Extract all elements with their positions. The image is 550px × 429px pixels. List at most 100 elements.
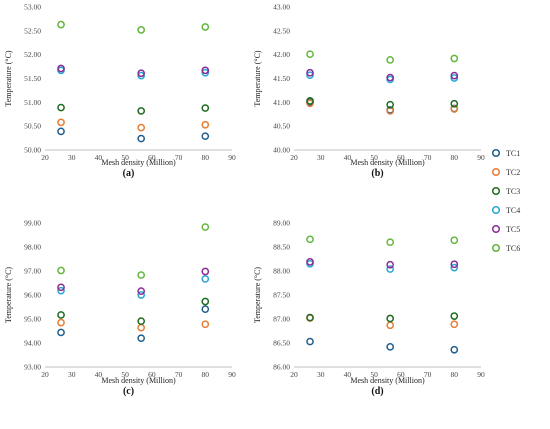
data-point-tc6 [137,26,146,34]
data-point-tc1 [137,334,146,343]
y-axis-title: Temperature (°C) [253,267,262,324]
x-tick-label: 70 [424,370,432,379]
data-point-tc1 [57,127,65,136]
legend-marker-tc3 [491,186,501,196]
data-point-tc3 [450,99,459,108]
data-point-tc5 [306,258,314,266]
x-tick-label: 30 [68,370,76,379]
data-point-tc2 [450,105,459,113]
x-tick-label: 40 [95,370,103,379]
y-tick-label: 87.00 [273,315,290,324]
data-point-tc3 [386,314,395,323]
y-tick-label: 98.00 [24,243,41,252]
data-point-tc3 [306,97,314,105]
data-point-tc1 [201,132,210,141]
x-tick-label: 60 [148,370,156,379]
y-tick-label: 40.50 [273,122,290,131]
x-tick-label: 50 [370,370,378,379]
y-tick-label: 42.00 [273,50,290,59]
data-point-tc4 [450,74,459,82]
data-point-tc2 [57,118,65,127]
legend: TC1 TC2 TC3 TC4 TC5 TC6 [491,148,520,253]
data-point-tc1 [57,328,65,337]
data-point-tc1 [306,337,314,346]
y-tick-label: 41.00 [273,98,290,107]
x-tick-label: 60 [397,153,405,162]
x-tick-label: 20 [290,370,298,379]
y-tick-label: 51.50 [24,74,41,83]
x-tick-label: 20 [41,153,49,162]
legend-marker-tc6 [491,243,501,253]
data-point-tc6 [306,50,314,59]
data-point-tc3 [137,317,146,326]
y-tick-label: 86.00 [273,363,290,372]
x-tick-label: 40 [344,153,352,162]
y-tick-label: 93.00 [24,363,41,372]
y-axis-title: Temperature (°C) [4,50,13,107]
data-point-tc3 [137,107,146,115]
panel-label: (d) [371,386,383,397]
x-tick-label: 90 [477,370,485,379]
data-point-tc6 [201,23,210,31]
panel-1: 20 30 40 50 60 70 80 90 40.00 40.50 41.00 41.50 42.0… [253,3,485,180]
x-tick-label: 70 [175,370,183,379]
x-tick-label: 60 [397,370,405,379]
data-point-tc2 [201,120,210,129]
y-tick-label: 89.00 [273,219,290,228]
data-point-tc4 [57,286,65,295]
data-point-tc5 [450,260,459,269]
data-point-tc4 [450,263,459,272]
data-point-tc3 [450,312,459,320]
x-tick-label: 50 [370,153,378,162]
y-tick-label: 97.00 [24,267,41,276]
panel-3: 20 30 40 50 60 70 80 90 86.00 86.50 87.00 87.50 88.0… [253,219,485,398]
x-tick-label: 90 [228,370,236,379]
legend-marker-tc2 [491,167,501,177]
legend-marker-tc4 [491,205,501,215]
x-tick-label: 40 [95,153,103,162]
legend-marker-tc5 [491,224,501,234]
x-tick-label: 30 [317,370,325,379]
data-point-tc5 [201,267,210,276]
panel-label: (b) [371,168,383,179]
y-tick-label: 52.50 [24,26,41,35]
y-axis-title: Temperature (°C) [253,50,262,107]
y-tick-label: 99.00 [24,219,41,228]
legend-label-tc2: TC2 [506,168,520,177]
x-axis-title: Mesh density (Million) [101,376,176,385]
data-point-tc5 [450,71,459,80]
data-point-tc2 [137,123,146,132]
data-point-tc2 [137,323,146,332]
y-tick-label: 52.00 [24,50,41,59]
data-point-tc4 [137,291,146,299]
y-tick-label: 42.50 [273,26,290,35]
data-point-tc4 [386,265,395,273]
y-tick-label: 86.50 [273,339,290,348]
y-tick-label: 96.00 [24,291,41,300]
data-point-tc3 [201,297,210,306]
data-point-tc5 [306,68,314,77]
x-tick-label: 20 [290,153,298,162]
x-tick-label: 90 [228,153,236,162]
data-point-tc6 [450,54,459,63]
legend-label-tc5: TC5 [506,225,520,234]
y-tick-label: 43.00 [273,3,290,12]
x-tick-label: 70 [175,153,183,162]
panel-label: (c) [123,386,134,397]
x-axis-title: Mesh density (Million) [350,158,425,167]
data-point-tc5 [137,69,146,78]
y-tick-label: 53.00 [24,3,41,12]
y-tick-label: 88.00 [273,267,290,276]
data-point-tc2 [306,99,314,108]
data-point-tc5 [386,260,395,269]
legend-marker-tc1 [491,148,501,158]
panel-label: (a) [123,168,135,179]
x-tick-label: 20 [41,370,49,379]
data-point-tc5 [201,66,210,75]
data-point-tc3 [201,104,210,112]
x-tick-label: 70 [424,153,432,162]
data-point-tc5 [386,73,395,82]
y-tick-label: 50.50 [24,122,41,131]
data-point-tc6 [137,271,146,279]
x-tick-label: 80 [202,370,210,379]
